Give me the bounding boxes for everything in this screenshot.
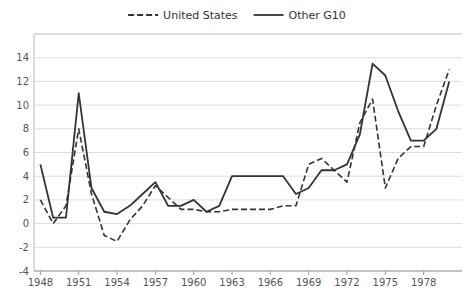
x-tick-label: 1960 (181, 277, 206, 288)
legend: United States Other G10 (128, 9, 346, 22)
chart: -4 -2 0 2 4 6 8 10 12 14 1948 1951 1954 1957 1960 1963 1… (0, 0, 474, 295)
y-tick-label: 8 (23, 123, 29, 134)
x-tick (385, 271, 386, 275)
y-tick-label: -2 (19, 242, 29, 253)
y-tick-label: 6 (23, 147, 29, 158)
legend-label: United States (163, 9, 238, 22)
grid-line (34, 57, 462, 58)
y-tick-label: -4 (19, 266, 29, 277)
x-tick (78, 271, 79, 275)
x-tick-label: 1969 (296, 277, 321, 288)
y-tick-label: 4 (23, 171, 29, 182)
range-top-line (34, 34, 462, 35)
x-tick (347, 271, 348, 275)
line (40, 64, 449, 218)
x-tick (155, 271, 156, 275)
grid-line (34, 223, 462, 224)
x-tick (40, 271, 41, 275)
x-tick (308, 271, 309, 275)
series-group (40, 64, 449, 242)
x-tick (117, 271, 118, 275)
x-tick-label: 1966 (258, 277, 283, 288)
x-tick-label: 1948 (28, 277, 53, 288)
x-tick-label: 1954 (104, 277, 129, 288)
x-tick (193, 271, 194, 275)
x-tick-label: 1975 (373, 277, 398, 288)
x-axis-line (34, 271, 462, 272)
y-axis-line (34, 34, 35, 271)
x-tick-label: 1957 (143, 277, 168, 288)
x-tick (270, 271, 271, 275)
x-tick-label: 1963 (219, 277, 244, 288)
grid-line (34, 152, 462, 153)
y-tick-label: 0 (23, 218, 29, 229)
x-tick-label: 1978 (411, 277, 436, 288)
legend-swatch (254, 14, 284, 16)
grid-line (34, 81, 462, 82)
grid-line (34, 105, 462, 106)
x-tick-label: 1972 (334, 277, 359, 288)
grid-line (34, 128, 462, 129)
legend-swatch (128, 14, 158, 16)
line (40, 70, 449, 242)
grid-line (34, 247, 462, 248)
x-tick (423, 271, 424, 275)
y-tick-label: 14 (16, 52, 29, 63)
grid (34, 58, 462, 271)
x-tick (232, 271, 233, 275)
y-tick-label: 10 (16, 100, 29, 111)
y-tick-label: 12 (16, 76, 29, 87)
y-tick-label: 2 (23, 194, 29, 205)
grid-line (34, 271, 462, 272)
x-tick-label: 1951 (66, 277, 91, 288)
legend-label: Other G10 (289, 9, 346, 22)
